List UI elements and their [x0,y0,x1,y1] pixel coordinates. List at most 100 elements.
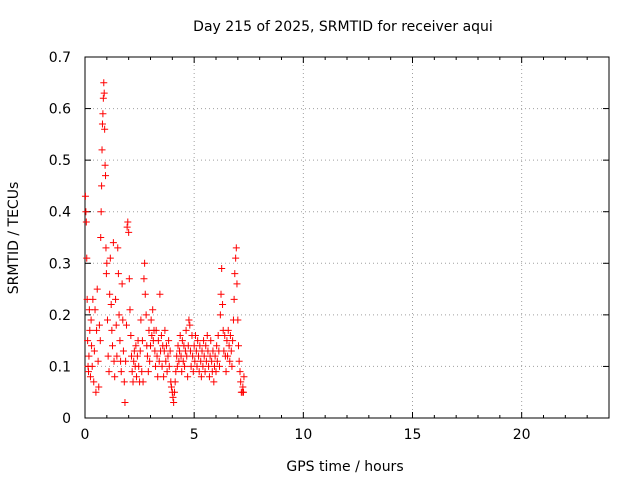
data-point [93,326,101,334]
data-point [233,280,241,288]
data-point [169,393,177,401]
data-point [95,321,103,329]
grid-lines [85,57,609,418]
data-point [121,399,129,407]
data-point [235,357,243,365]
data-point [114,244,122,252]
y-tick-label: 0.1 [49,359,71,375]
data-point [234,342,242,350]
data-point [94,357,102,365]
data-point [105,368,113,376]
data-point [110,357,118,365]
data-point [162,342,170,350]
data-point [174,342,182,350]
data-point [101,161,109,169]
y-axis-label: SRMTID / TECUs [6,182,22,295]
data-point [152,326,160,334]
data-point [185,316,193,324]
data-point [88,342,96,350]
data-point [198,347,206,355]
data-point [103,316,111,324]
data-point [179,357,187,365]
data-point [170,399,178,407]
data-point [157,331,165,339]
data-point [226,331,234,339]
data-point [104,352,112,360]
data-point [91,306,99,314]
data-point [187,362,195,370]
data-point [102,244,110,252]
data-point [101,125,109,133]
data-point [158,362,166,370]
data-point [147,316,155,324]
x-tick-label: 20 [513,427,531,443]
data-point [165,362,173,370]
data-point [178,337,186,345]
data-point [119,347,127,355]
data-point [98,146,106,154]
data-point [129,378,137,386]
data-point [224,352,232,360]
data-point [138,368,146,376]
data-point [214,331,222,339]
data-point [117,368,125,376]
data-point [144,368,152,376]
data-point [186,347,194,355]
data-point [213,357,221,365]
data-point [231,270,239,278]
data-point [107,301,115,309]
data-point [162,357,170,365]
axis-ticks: 0 5 10 15 20 0 0.1 0.2 0.3 0.4 0.5 0.6 0.7 [49,50,609,443]
data-point [183,352,191,360]
data-point [136,347,144,355]
data-point [87,316,95,324]
data-point [153,352,161,360]
data-point [106,254,114,262]
data-point [196,342,204,350]
data-point [184,373,192,381]
data-point [83,254,91,262]
data-point [219,301,227,309]
data-point [146,357,154,365]
data-point [120,378,128,386]
data-point [203,331,211,339]
data-point [200,337,208,345]
data-point [133,352,141,360]
data-point [88,362,96,370]
x-axis-label: GPS time / hours [286,459,403,475]
data-point [195,368,203,376]
data-point [141,290,149,298]
data-point [182,326,190,334]
data-point [215,362,223,370]
data-point [85,352,93,360]
data-point [124,218,132,226]
data-point [108,326,116,334]
data-point [173,362,181,370]
data-point [197,373,205,381]
data-point [90,347,98,355]
data-point [234,316,242,324]
data-point [172,368,180,376]
data-point [109,342,117,350]
y-tick-label: 0.5 [49,153,71,169]
x-tick-label: 10 [294,427,312,443]
data-point [116,337,124,345]
x-tick-label: 5 [190,427,199,443]
data-point [142,311,150,319]
data-point [112,295,120,303]
y-tick-label: 0.3 [49,256,71,272]
data-point [184,342,192,350]
data-point [137,316,145,324]
data-point [167,383,175,391]
data-point [171,388,179,396]
data-point [218,264,226,272]
data-point [230,295,238,303]
data-point [164,352,172,360]
data-point [232,254,240,262]
data-point [152,362,160,370]
data-point [232,244,240,252]
y-tick-label: 0.6 [49,102,71,118]
data-point [103,259,111,267]
data-points [81,79,248,407]
